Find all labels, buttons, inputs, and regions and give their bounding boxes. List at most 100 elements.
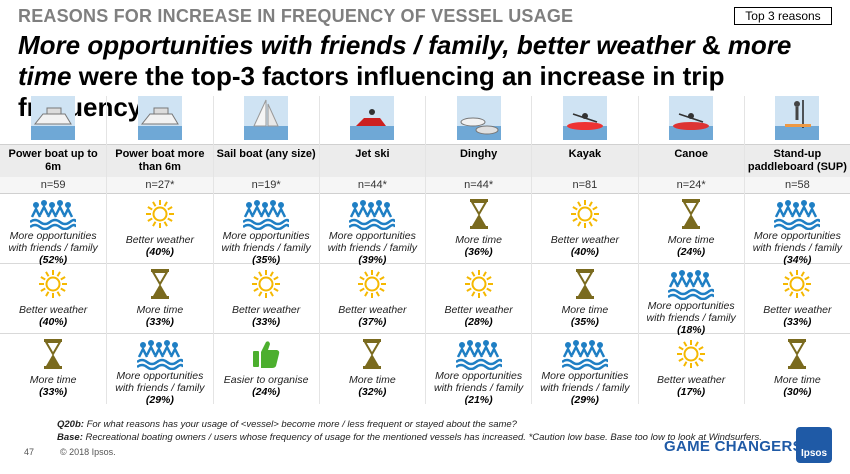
- vessel-column: Power boat up to 6m n=59 More opportunitie…: [0, 96, 107, 404]
- reason-label: Better weather: [444, 304, 513, 316]
- sun-icon: [675, 338, 707, 370]
- powerboat-photo: [0, 96, 106, 144]
- reason-label: More time: [455, 234, 502, 246]
- vessel-columns: Power boat up to 6m n=59 More opportunitie…: [0, 96, 850, 406]
- reason-label: Better weather: [763, 304, 832, 316]
- base-note: Base: Recreational boating owners / user…: [57, 432, 762, 443]
- large-powerboat-photo: [107, 96, 212, 144]
- reason-rank-3: More opportunities with friends / family(…: [107, 334, 212, 406]
- reason-label: Better weather: [338, 304, 407, 316]
- hourglass-icon: [149, 268, 171, 300]
- reason-label: More opportunities with friends / family: [221, 230, 311, 254]
- reason-label: More opportunities with friends / family: [8, 230, 98, 254]
- sample-size: n=24*: [638, 177, 744, 194]
- reason-rank-2: Better weather (28%): [426, 264, 532, 334]
- reason-rank-2: Better weather (37%): [319, 264, 425, 334]
- vessel-column: Power boat more than 6m n=27* Better weath…: [106, 96, 213, 406]
- sun-icon: [37, 268, 69, 300]
- kayak-photo: [532, 96, 637, 144]
- reason-label: More opportunities with friends / family: [115, 370, 205, 394]
- sample-size: n=59: [0, 177, 107, 194]
- sun-icon: [781, 268, 813, 300]
- vessel-label: Stand-up paddleboard (SUP): [744, 144, 850, 177]
- headline-connector: &: [694, 30, 728, 60]
- reason-rank-2: Better weather (40%): [0, 264, 107, 334]
- reason-percent: (33%): [252, 316, 281, 328]
- reason-rank-2: Better weather (33%): [213, 264, 319, 334]
- reason-percent: (35%): [570, 316, 599, 328]
- reason-rank-1: More time (36%): [426, 194, 532, 264]
- sun-icon: [144, 198, 176, 230]
- reason-rank-1: Better weather (40%): [532, 194, 638, 264]
- people-icon: [243, 198, 290, 230]
- reason-percent: (29%): [145, 394, 174, 406]
- people-icon: [455, 338, 502, 370]
- reason-percent: (32%): [358, 386, 387, 398]
- reason-rank-3: Easier to organise (24%): [214, 334, 319, 404]
- people-icon: [561, 338, 608, 370]
- reason-rank-1: More opportunities with friends / family(…: [0, 194, 107, 266]
- reason-percent: (28%): [464, 316, 493, 328]
- reason-rank-1: More opportunities with friends / family(…: [319, 194, 425, 266]
- reason-percent: (36%): [464, 246, 493, 258]
- sun-icon: [356, 268, 388, 300]
- reason-percent: (24%): [252, 386, 281, 398]
- page-number: 47: [24, 447, 35, 457]
- reason-percent: (30%): [783, 386, 812, 398]
- hourglass-icon: [574, 268, 596, 300]
- headline-emphasis-2: more time: [18, 30, 792, 91]
- hourglass-icon: [468, 198, 490, 230]
- vessel-label: Canoe: [638, 144, 744, 177]
- reason-label: Better weather: [550, 234, 620, 246]
- ipsos-logo: Ipsos: [796, 427, 832, 463]
- sample-size: n=19*: [213, 177, 319, 194]
- people-icon: [30, 198, 77, 230]
- reason-rank-3: More opportunities with friends / family(…: [532, 334, 637, 406]
- reason-label: More time: [136, 304, 184, 316]
- vessel-label: Dinghy: [426, 144, 532, 177]
- dinghy-photo: [426, 96, 531, 144]
- reason-percent: (40%): [570, 246, 599, 258]
- canoe-photo: [639, 96, 744, 144]
- reason-label: More opportunities with friends / family: [752, 230, 843, 254]
- reason-rank-2: More time (35%): [532, 264, 638, 334]
- vessel-column: Kayak n=81 Better weather (40%) More time (35…: [531, 96, 638, 406]
- paddleboard-photo: [745, 96, 850, 144]
- hourglass-icon: [42, 338, 64, 370]
- sample-size: n=27*: [107, 177, 213, 194]
- reason-label: Better weather: [231, 304, 301, 316]
- reason-label: Better weather: [18, 304, 88, 316]
- reason-rank-2: More opportunities with friends / family(…: [638, 264, 744, 336]
- slide-kicker: REASONS FOR INCREASE IN FREQUENCY OF VES…: [18, 6, 574, 26]
- reason-label: Better weather: [656, 374, 726, 386]
- reason-rank-2: More time (33%): [107, 264, 213, 334]
- reason-percent: (33%): [145, 316, 174, 328]
- reason-rank-3: More time (32%): [320, 334, 425, 404]
- sun-icon: [250, 268, 282, 300]
- reason-rank-1: More opportunities with friends / family(…: [213, 194, 319, 266]
- reason-rank-3: Better weather (17%): [639, 334, 744, 404]
- thumbs-up-icon: [251, 338, 281, 370]
- vessel-column: Jet ski n=44* More opportunities with frien…: [318, 96, 425, 404]
- reason-percent: (33%): [783, 316, 812, 328]
- jetski-photo: [320, 96, 425, 144]
- people-icon: [668, 268, 715, 300]
- hourglass-icon: [680, 198, 702, 230]
- reason-label: More time: [667, 234, 715, 246]
- reason-label: More time: [774, 374, 821, 386]
- reason-percent: (18%): [677, 324, 706, 336]
- reason-rank-3: More time (33%): [0, 334, 106, 404]
- reason-label: More opportunities with friends / family: [433, 370, 524, 394]
- vessel-label: Kayak: [532, 144, 638, 177]
- reason-percent: (40%): [39, 316, 68, 328]
- reason-rank-1: More time (24%): [638, 194, 744, 264]
- reason-percent: (35%): [252, 254, 281, 266]
- top-3-tag: Top 3 reasons: [734, 7, 832, 25]
- reason-rank-1: Better weather (40%): [107, 194, 213, 264]
- reason-percent: (17%): [677, 386, 706, 398]
- vessel-label: Power boat more than 6m: [107, 144, 213, 177]
- reason-label: More time: [561, 304, 609, 316]
- reason-label: More opportunities with friends / family: [646, 300, 736, 324]
- copyright: © 2018 Ipsos.: [60, 447, 116, 457]
- game-changers-brand: GAME CHANGERS: [664, 438, 803, 455]
